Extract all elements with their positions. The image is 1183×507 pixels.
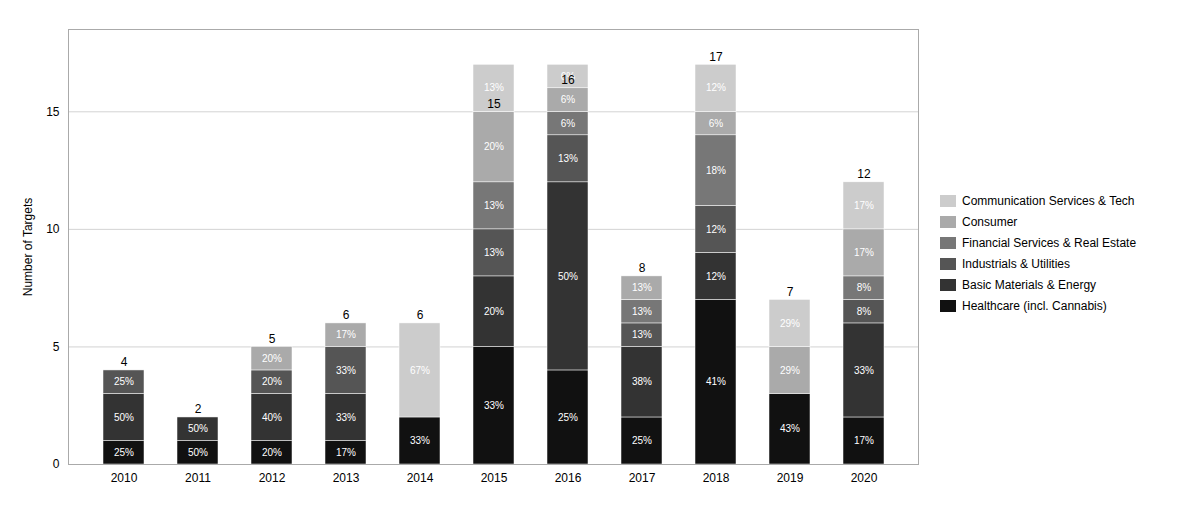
svg-text:6: 6 <box>343 308 350 322</box>
svg-text:38%: 38% <box>632 376 652 387</box>
svg-text:29%: 29% <box>780 317 800 328</box>
svg-text:40%: 40% <box>262 411 282 422</box>
svg-text:2011: 2011 <box>185 471 211 485</box>
svg-text:13%: 13% <box>484 82 504 93</box>
svg-text:17%: 17% <box>336 329 356 340</box>
svg-text:50%: 50% <box>558 270 578 281</box>
svg-text:2015: 2015 <box>481 471 508 485</box>
svg-text:25%: 25% <box>114 446 134 457</box>
svg-text:0: 0 <box>53 457 60 471</box>
svg-text:13%: 13% <box>558 153 578 164</box>
svg-text:13%: 13% <box>484 247 504 258</box>
svg-text:12: 12 <box>857 167 871 181</box>
svg-text:67%: 67% <box>410 364 430 375</box>
svg-text:2012: 2012 <box>259 471 286 485</box>
svg-text:Number of Targets: Number of Targets <box>21 197 35 296</box>
svg-text:2020: 2020 <box>851 471 878 485</box>
svg-text:13%: 13% <box>632 329 652 340</box>
svg-text:20%: 20% <box>484 141 504 152</box>
svg-text:29%: 29% <box>780 364 800 375</box>
svg-text:15: 15 <box>46 104 60 118</box>
html-text:Industrials & Utilities: Industrials & Utilities <box>962 257 1070 271</box>
svg-text:17%: 17% <box>854 435 874 446</box>
svg-text:33%: 33% <box>410 435 430 446</box>
svg-text:7: 7 <box>787 284 794 298</box>
svg-text:50%: 50% <box>188 423 208 434</box>
svg-text:17%: 17% <box>336 446 356 457</box>
svg-text:33%: 33% <box>854 364 874 375</box>
svg-text:2017: 2017 <box>629 471 656 485</box>
svg-text:18%: 18% <box>706 164 726 175</box>
svg-text:25%: 25% <box>114 376 134 387</box>
svg-text:5: 5 <box>53 339 60 353</box>
svg-text:33%: 33% <box>336 364 356 375</box>
svg-text:13%: 13% <box>484 200 504 211</box>
svg-text:8%: 8% <box>857 282 872 293</box>
svg-text:13%: 13% <box>632 282 652 293</box>
svg-text:43%: 43% <box>780 423 800 434</box>
svg-text:20%: 20% <box>262 376 282 387</box>
svg-text:2014: 2014 <box>407 471 434 485</box>
html-text:Communication Services & Tech: Communication Services & Tech <box>962 194 1135 208</box>
svg-text:2013: 2013 <box>333 471 360 485</box>
svg-text:10: 10 <box>46 222 60 236</box>
svg-text:20%: 20% <box>262 352 282 363</box>
svg-text:6: 6 <box>417 308 424 322</box>
svg-text:17%: 17% <box>854 200 874 211</box>
svg-text:41%: 41% <box>706 376 726 387</box>
svg-text:17: 17 <box>709 49 723 63</box>
svg-text:4: 4 <box>121 355 128 369</box>
svg-text:2: 2 <box>195 402 202 416</box>
svg-text:12%: 12% <box>706 82 726 93</box>
svg-text:25%: 25% <box>558 411 578 422</box>
svg-text:20%: 20% <box>484 305 504 316</box>
svg-text:50%: 50% <box>188 446 208 457</box>
svg-text:2010: 2010 <box>111 471 138 485</box>
html-text:Consumer: Consumer <box>962 215 1018 229</box>
html-text:Basic Materials & Energy: Basic Materials & Energy <box>962 278 1097 292</box>
html-text:Financial Services & Real Esta: Financial Services & Real Estate <box>962 236 1137 250</box>
svg-text:12%: 12% <box>706 270 726 281</box>
svg-text:50%: 50% <box>114 411 134 422</box>
svg-text:20%: 20% <box>262 446 282 457</box>
svg-text:6%: 6% <box>561 94 576 105</box>
svg-text:16: 16 <box>561 73 575 87</box>
svg-text:6%: 6% <box>709 117 724 128</box>
svg-text:33%: 33% <box>484 399 504 410</box>
html-text:Healthcare (incl. Cannabis): Healthcare (incl. Cannabis) <box>962 299 1107 313</box>
svg-text:13%: 13% <box>632 305 652 316</box>
svg-text:12%: 12% <box>706 223 726 234</box>
svg-text:15: 15 <box>487 96 501 110</box>
svg-text:5: 5 <box>269 331 276 345</box>
svg-text:33%: 33% <box>336 411 356 422</box>
svg-text:2016: 2016 <box>555 471 582 485</box>
svg-text:2019: 2019 <box>777 471 804 485</box>
svg-text:6%: 6% <box>561 117 576 128</box>
svg-text:2018: 2018 <box>703 471 730 485</box>
svg-text:25%: 25% <box>632 435 652 446</box>
svg-text:8%: 8% <box>857 305 872 316</box>
svg-text:8: 8 <box>639 261 646 275</box>
svg-text:17%: 17% <box>854 247 874 258</box>
